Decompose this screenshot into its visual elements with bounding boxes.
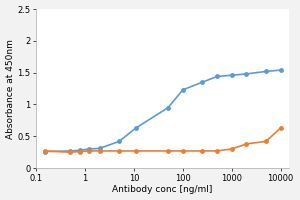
Y-axis label: Absorbance at 450nm: Absorbance at 450nm <box>6 39 15 139</box>
X-axis label: Antibody conc [ng/ml]: Antibody conc [ng/ml] <box>112 185 213 194</box>
